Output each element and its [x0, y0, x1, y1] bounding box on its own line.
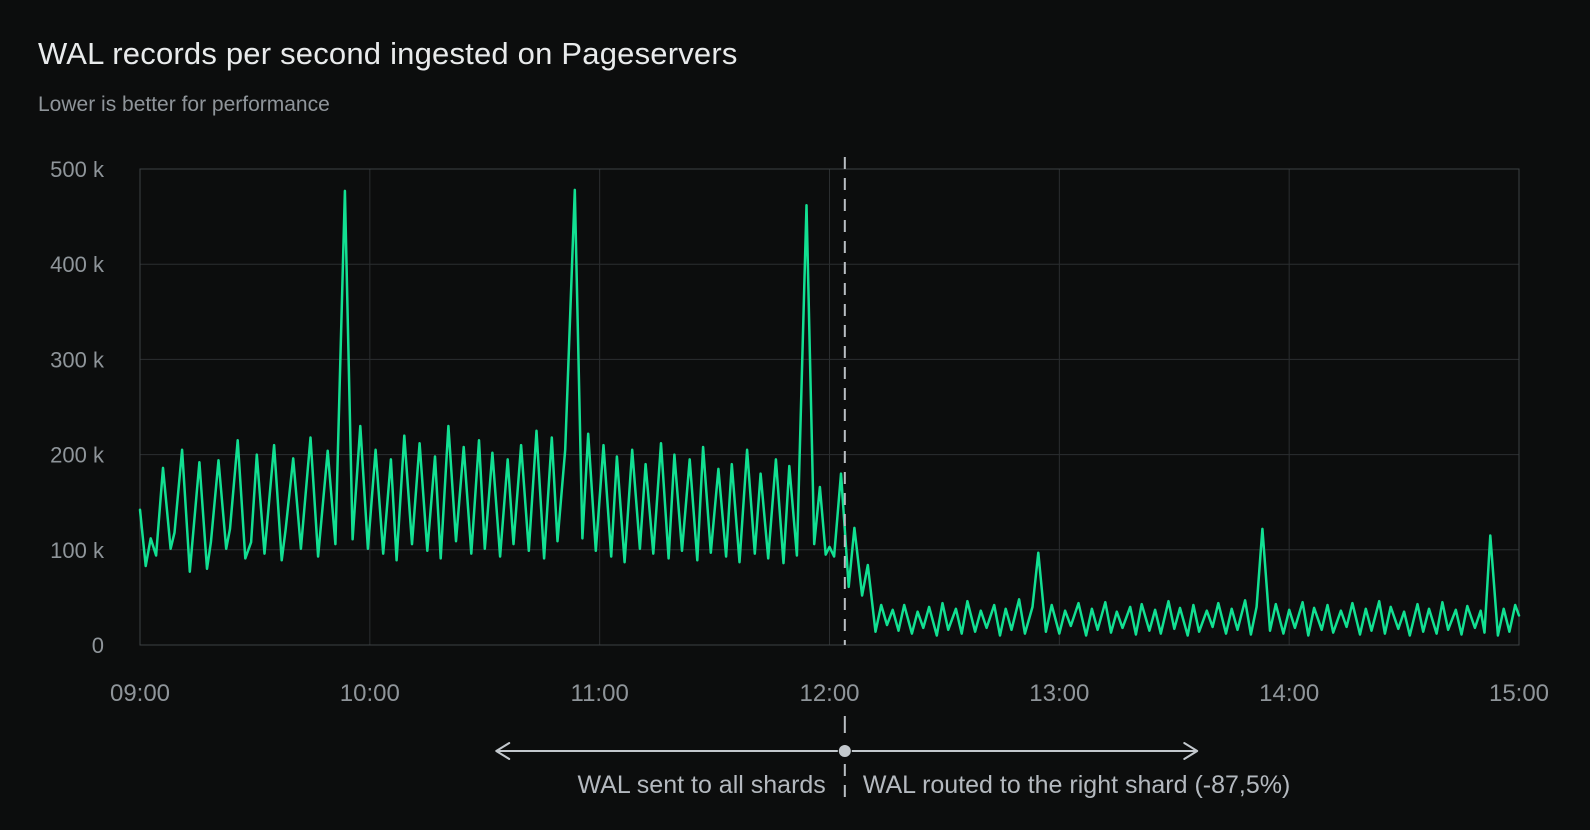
chart-title: WAL records per second ingested on Pages… [38, 36, 738, 71]
y-axis-tick-label: 100 k [50, 538, 105, 563]
x-axis-tick-label: 13:00 [1029, 680, 1089, 707]
x-axis-tick-label: 09:00 [110, 680, 170, 707]
x-axis-tick-label: 14:00 [1259, 680, 1319, 707]
annotation-after-label: WAL routed to the right shard (-87,5%) [863, 771, 1291, 799]
x-axis-tick-label: 10:00 [340, 680, 400, 707]
wal-series-line [138, 188, 1521, 637]
y-axis-tick-label: 200 k [50, 443, 105, 468]
right-arrowhead-icon [1183, 742, 1199, 760]
plot-border [139, 168, 1520, 646]
x-axis-tick-label: 11:00 [571, 680, 629, 707]
event-dot [838, 745, 851, 757]
chart-subtitle: Lower is better for performance [38, 93, 330, 116]
y-axis-tick-label: 0 [92, 633, 104, 658]
y-axis-tick-label: 400 k [50, 252, 105, 277]
annotation-before-label: WAL sent to all shards [578, 771, 826, 799]
left-arrowhead-icon [495, 742, 511, 760]
x-axis-tick-label: 15:00 [1489, 680, 1549, 707]
y-axis-tick-label: 300 k [50, 347, 105, 372]
y-axis-tick-label: 500 k [50, 157, 105, 182]
x-axis-tick-label: 12:00 [799, 680, 859, 707]
